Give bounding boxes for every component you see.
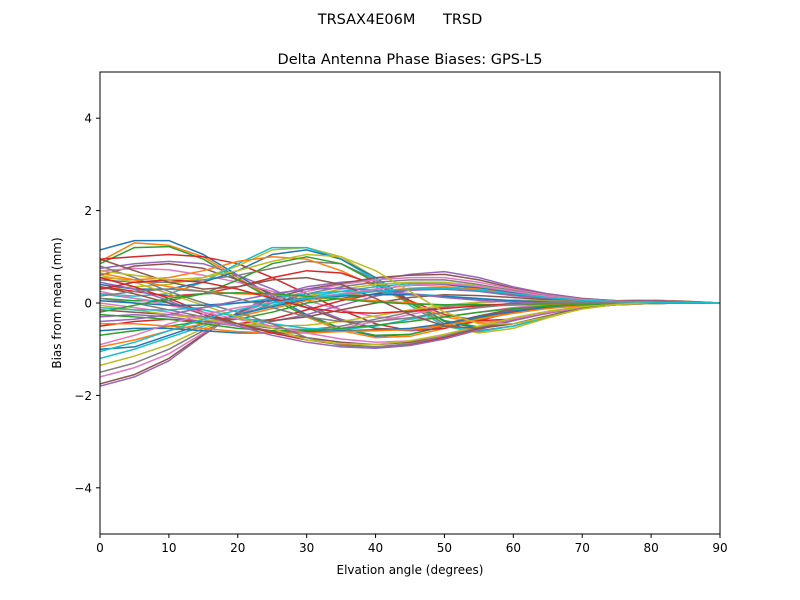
plot-area-frame	[99, 71, 721, 535]
y-tick-label: 2	[84, 204, 92, 218]
y-tick-label: −4	[74, 481, 92, 495]
x-tick-label: 60	[506, 541, 521, 555]
x-tick-label: 20	[230, 541, 245, 555]
x-tick-label: 80	[643, 541, 658, 555]
x-tick-label: 0	[96, 541, 104, 555]
y-tick-label: 4	[84, 112, 92, 126]
series-line-50	[100, 287, 720, 353]
chart-title: Delta Antenna Phase Biases: GPS-L5	[278, 52, 543, 68]
x-tick-label: 70	[575, 541, 590, 555]
y-tick-label: −2	[74, 389, 92, 403]
ticks-layer: 0 10 20 30 40 50 60 70 80 90 −4 −2 0 2 4	[74, 112, 727, 555]
x-tick-label: 30	[299, 541, 314, 555]
series-line-45	[100, 287, 720, 323]
x-axis-label: Elvation angle (degrees)	[337, 563, 484, 577]
x-tick-label: 10	[161, 541, 176, 555]
y-tick-label: 0	[84, 297, 92, 311]
x-tick-label: 90	[712, 541, 727, 555]
x-tick-label: 50	[437, 541, 452, 555]
x-tick-label: 40	[368, 541, 383, 555]
series-line-49	[100, 253, 720, 325]
series-layer	[100, 239, 720, 387]
y-axis-label: Bias from mean (mm)	[50, 237, 64, 368]
figure-suptitle: TRSAX4E06M TRSD	[317, 12, 483, 28]
